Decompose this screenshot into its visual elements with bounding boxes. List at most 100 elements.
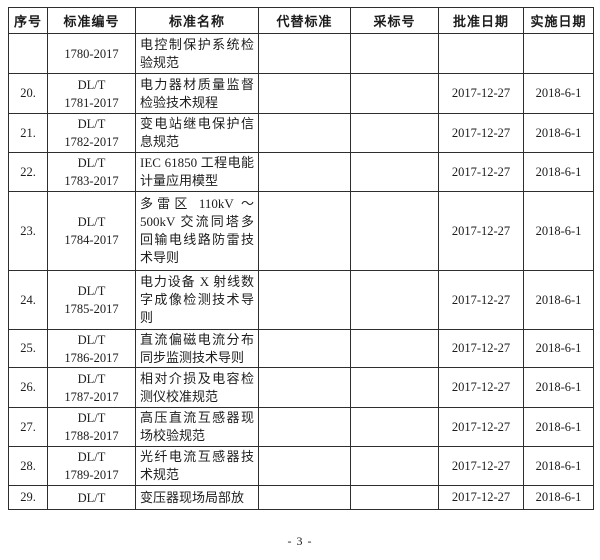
seq-cell: 23.: [8, 191, 48, 271]
adopted-cell: [350, 367, 439, 408]
seq-cell: 21.: [8, 113, 48, 153]
name-cell: 高压直流互感器现场校验规范: [135, 407, 259, 447]
code-prefix: DL/T: [77, 450, 106, 464]
code-cell: 1780-2017: [47, 33, 136, 74]
adopted-cell: [350, 329, 439, 368]
standard-name: IEC 61850 工程电能计量应用模型: [140, 155, 254, 188]
implementation-date-cell: 2018-6-1: [523, 73, 594, 114]
standard-name: 光纤电流互感器技术规范: [140, 449, 254, 482]
table-row: 1780-2017 电控制保护系统检验规范: [8, 33, 594, 74]
approval-date-cell: 2017-12-27: [438, 329, 524, 368]
adopted-cell: [350, 152, 439, 192]
page-number: - 3 -: [287, 534, 313, 548]
replaced-cell: [258, 407, 351, 447]
standard-name: 高压直流互感器现场校验规范: [140, 410, 254, 443]
approval-date-cell: 2017-12-27: [438, 407, 524, 447]
table-row: 20. DL/T 1781-2017 电力器材质量监督检验技术规程 2017-1…: [8, 73, 594, 114]
name-cell: 变压器现场局部放: [135, 485, 259, 510]
header-implementation-date: 实施日期: [523, 7, 594, 34]
replaced-cell: [258, 152, 351, 192]
code-cell: DL/T 1784-2017: [47, 191, 136, 271]
code-number: 1781-2017: [64, 95, 119, 110]
code-number: 1787-2017: [64, 389, 119, 404]
name-cell: 光纤电流互感器技术规范: [135, 446, 259, 486]
approval-date-cell: [438, 33, 524, 74]
code-cell: DL/T 1788-2017: [47, 407, 136, 447]
implementation-date-cell: 2018-6-1: [523, 152, 594, 192]
table-row: 21. DL/T 1782-2017 变电站继电保护信息规范 2017-12-2…: [8, 113, 594, 153]
implementation-date-cell: 2018-6-1: [523, 446, 594, 486]
table-row: 24. DL/T 1785-2017 电力设备 X 射线数字成像检测技术导则 2…: [8, 270, 594, 330]
code-number: 1783-2017: [64, 174, 119, 188]
standard-name: 变压器现场局部放: [140, 489, 245, 505]
header-standard-code: 标准编号: [47, 7, 136, 34]
implementation-date-cell: 2018-6-1: [523, 191, 594, 271]
adopted-cell: [350, 113, 439, 153]
name-cell: 直流偏磁电流分布同步监测技术导则: [135, 329, 259, 368]
code-number: 1788-2017: [64, 429, 119, 443]
replaced-cell: [258, 367, 351, 408]
table-row: 29. DL/T 变压器现场局部放 2017-12-27 2018-6-1: [8, 485, 594, 510]
name-cell: 相对介损及电容检测仪校准规范: [135, 367, 259, 408]
code-number: 1782-2017: [64, 135, 119, 149]
replaced-cell: [258, 113, 351, 153]
code-cell: DL/T: [47, 485, 136, 510]
adopted-cell: [350, 407, 439, 447]
table-row: 25. DL/T 1786-2017 直流偏磁电流分布同步监测技术导则 2017…: [8, 329, 594, 368]
seq-cell: 29.: [8, 485, 48, 510]
adopted-cell: [350, 191, 439, 271]
standard-name: 直流偏磁电流分布同步监测技术导则: [140, 331, 254, 365]
standard-name: 电力设备 X 射线数字成像检测技术导则: [140, 274, 254, 325]
approval-date-cell: 2017-12-27: [438, 152, 524, 192]
code-prefix: DL/T: [77, 77, 106, 92]
code-number: 1786-2017: [64, 350, 119, 365]
name-cell: 电力器材质量监督检验技术规程: [135, 73, 259, 114]
table-header-row: 序号 标准编号 标准名称 代替标准 采标号 批准日期 实施日期: [8, 7, 594, 34]
adopted-cell: [350, 270, 439, 330]
header-standard-name: 标准名称: [135, 7, 259, 34]
standard-name: 电力器材质量监督检验技术规程: [140, 76, 254, 110]
code-cell: DL/T 1789-2017: [47, 446, 136, 486]
standard-name: 相对介损及电容检测仪校准规范: [140, 370, 254, 404]
code-number: 1785-2017: [64, 302, 119, 316]
code-cell: DL/T 1785-2017: [47, 270, 136, 330]
adopted-cell: [350, 446, 439, 486]
implementation-date-cell: 2018-6-1: [523, 367, 594, 408]
approval-date-cell: 2017-12-27: [438, 485, 524, 510]
code-cell: DL/T 1782-2017: [47, 113, 136, 153]
implementation-date-cell: [523, 33, 594, 74]
replaced-cell: [258, 485, 351, 510]
seq-cell: 22.: [8, 152, 48, 192]
approval-date-cell: 2017-12-27: [438, 367, 524, 408]
adopted-cell: [350, 73, 439, 114]
code-prefix: DL/T: [77, 332, 106, 347]
replaced-cell: [258, 191, 351, 271]
code-prefix: DL/T: [77, 117, 106, 131]
table-row: 28. DL/T 1789-2017 光纤电流互感器技术规范 2017-12-2…: [8, 446, 594, 486]
header-seq: 序号: [8, 7, 48, 34]
header-adoption-number: 采标号: [350, 7, 439, 34]
approval-date-cell: 2017-12-27: [438, 446, 524, 486]
implementation-date-cell: 2018-6-1: [523, 270, 594, 330]
seq-cell: 26.: [8, 367, 48, 408]
replaced-cell: [258, 446, 351, 486]
approval-date-cell: 2017-12-27: [438, 113, 524, 153]
seq-cell: 20.: [8, 73, 48, 114]
name-cell: 多雷区 110kV ～500kV 交流同塔多回输电线路防雷技术导则: [135, 191, 259, 271]
code-number: 1780-2017: [64, 46, 119, 61]
code-cell: DL/T 1781-2017: [47, 73, 136, 114]
standard-name: 变电站继电保护信息规范: [140, 116, 254, 149]
code-number: 1789-2017: [64, 468, 119, 482]
implementation-date-cell: 2018-6-1: [523, 485, 594, 510]
code-number: 1784-2017: [64, 233, 119, 247]
implementation-date-cell: 2018-6-1: [523, 113, 594, 153]
replaced-cell: [258, 33, 351, 74]
implementation-date-cell: 2018-6-1: [523, 329, 594, 368]
approval-date-cell: 2017-12-27: [438, 191, 524, 271]
implementation-date-cell: 2018-6-1: [523, 407, 594, 447]
adopted-cell: [350, 33, 439, 74]
adopted-cell: [350, 485, 439, 510]
approval-date-cell: 2017-12-27: [438, 270, 524, 330]
name-cell: 电力设备 X 射线数字成像检测技术导则: [135, 270, 259, 330]
code-prefix: DL/T: [77, 411, 106, 425]
